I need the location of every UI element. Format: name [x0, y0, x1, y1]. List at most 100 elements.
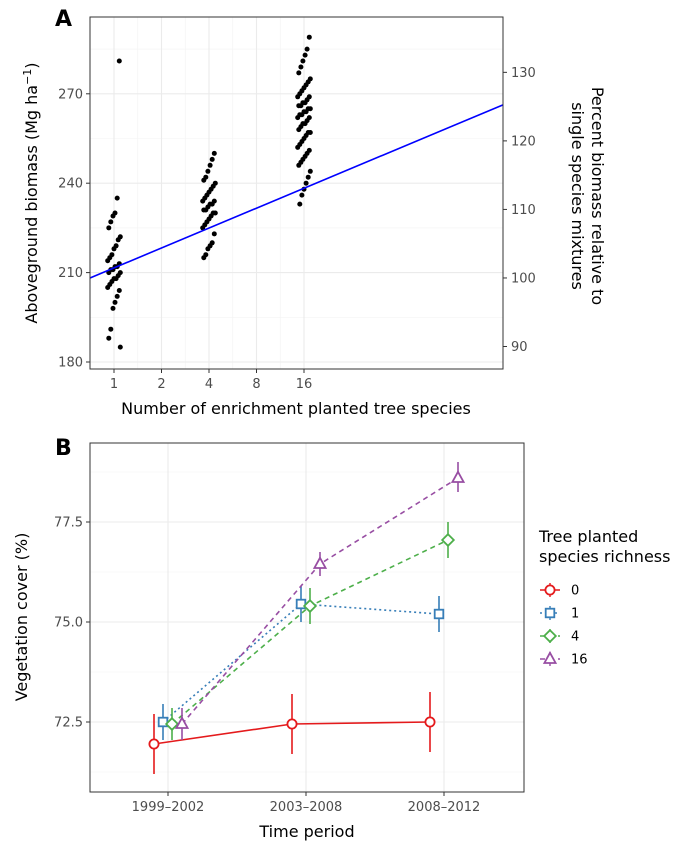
legend-key-marker	[542, 628, 558, 644]
data-point	[108, 326, 114, 332]
legend-items: 0 1 4 16	[540, 583, 588, 668]
series-4	[164, 522, 456, 740]
x-tick-label: 1	[110, 377, 118, 392]
x-tick-label: 4	[205, 377, 213, 392]
y-tick-label: 210	[58, 266, 83, 281]
series-0	[148, 692, 436, 774]
data-point	[205, 168, 211, 174]
panel-a-y-axis-label: Aboveground biomass (Mg ha−1)	[21, 62, 42, 323]
legend-key-marker	[544, 607, 556, 619]
panel-b-label: B	[55, 436, 72, 461]
data-point	[205, 246, 211, 252]
data-point-marker	[286, 718, 298, 730]
y2-tick-label: 130	[511, 66, 536, 81]
legend-title-line2: species richness	[539, 547, 670, 566]
data-point	[112, 299, 118, 305]
legend-key-marker	[544, 584, 556, 596]
legend-item-4: 4	[540, 628, 579, 645]
data-point	[114, 195, 120, 201]
data-point	[300, 58, 306, 64]
legend-label: 0	[571, 584, 579, 599]
data-point	[111, 246, 117, 252]
panel-a-points	[105, 34, 313, 350]
data-point	[200, 225, 206, 231]
panel-a-grid	[90, 17, 503, 369]
data-point	[306, 34, 312, 40]
series-16	[174, 462, 466, 740]
panel-a-x-ticks: 1 2 4 8 16	[110, 369, 312, 392]
data-point-marker	[174, 715, 190, 729]
y-tick-label: 180	[58, 356, 83, 371]
data-point-marker	[440, 532, 456, 548]
panel-a-y2-label-line1: Percent biomass relative to	[588, 87, 607, 305]
data-point	[201, 207, 207, 213]
x-tick-label: 2008–2012	[408, 800, 481, 815]
data-point	[209, 156, 215, 162]
series-1	[157, 586, 445, 740]
legend-title-line1: Tree planted	[538, 527, 638, 546]
panel-b-y-axis-label: Vegetation cover (%)	[12, 533, 31, 702]
data-point	[115, 237, 121, 243]
y-tick-label: 270	[58, 87, 83, 102]
panel-a-y-label-sup: −1	[21, 69, 34, 85]
data-point	[303, 180, 309, 186]
data-point	[296, 70, 302, 76]
data-point-marker	[433, 608, 445, 620]
data-point	[298, 64, 304, 70]
y2-tick-label: 90	[511, 340, 528, 355]
legend-item-16: 16	[540, 650, 588, 668]
data-point	[302, 52, 308, 58]
panel-b-frame	[89, 442, 525, 793]
data-point	[105, 285, 111, 290]
x-tick-label: 8	[252, 377, 260, 392]
data-point	[296, 103, 302, 109]
data-point	[117, 344, 123, 350]
panel-b-series	[148, 462, 466, 774]
data-point	[299, 192, 305, 198]
data-point	[105, 258, 111, 264]
y-tick-label: 75.0	[54, 616, 83, 631]
data-point	[200, 198, 206, 204]
x-tick-label: 1999–2002	[132, 800, 205, 815]
panel-a: A 1 2 4 8 16 180 210 240 270 90 100 110 120 130 Num…	[21, 7, 608, 418]
data-point	[110, 213, 116, 219]
data-point-marker	[450, 469, 466, 483]
legend-label: 1	[571, 607, 579, 622]
y-tick-label: 72.5	[54, 716, 83, 731]
data-point	[114, 293, 120, 299]
legend-label: 4	[571, 630, 579, 645]
panel-b-y-ticks: 72.5 75.0 77.5	[54, 516, 90, 731]
data-point	[201, 177, 207, 183]
y2-tick-label: 110	[511, 203, 536, 218]
legend-key-marker	[542, 650, 558, 664]
data-point-marker	[312, 555, 328, 569]
x-tick-label: 16	[296, 377, 313, 392]
panel-a-y-ticks: 180 210 240 270	[58, 87, 90, 371]
data-point	[295, 115, 301, 121]
series-line	[171, 539, 449, 725]
data-point	[296, 127, 302, 133]
panel-a-y-label-suffix: )	[22, 62, 41, 68]
data-point	[295, 94, 301, 100]
data-point	[201, 255, 207, 261]
data-point	[297, 201, 303, 207]
panel-a-y-label-main: Aboveground biomass (Mg ha	[22, 85, 41, 324]
panel-a-y2-ticks: 90 100 110 120 130	[503, 66, 536, 355]
data-point	[108, 219, 114, 225]
data-point	[110, 305, 116, 311]
legend-item-0: 0	[540, 583, 579, 599]
data-point	[304, 46, 310, 52]
data-point-marker	[148, 738, 160, 750]
data-point-marker	[302, 598, 318, 614]
data-point	[307, 168, 313, 174]
data-point	[106, 225, 112, 231]
data-point	[295, 144, 301, 150]
panel-b-x-axis-label: Time period	[258, 822, 354, 841]
panel-a-y2-label-line2: single species mixtures	[568, 102, 587, 290]
legend-item-1: 1	[540, 606, 579, 622]
x-tick-label: 2	[157, 377, 165, 392]
data-point	[116, 58, 122, 64]
panel-a-frame	[89, 16, 504, 370]
data-point-marker	[164, 716, 180, 732]
